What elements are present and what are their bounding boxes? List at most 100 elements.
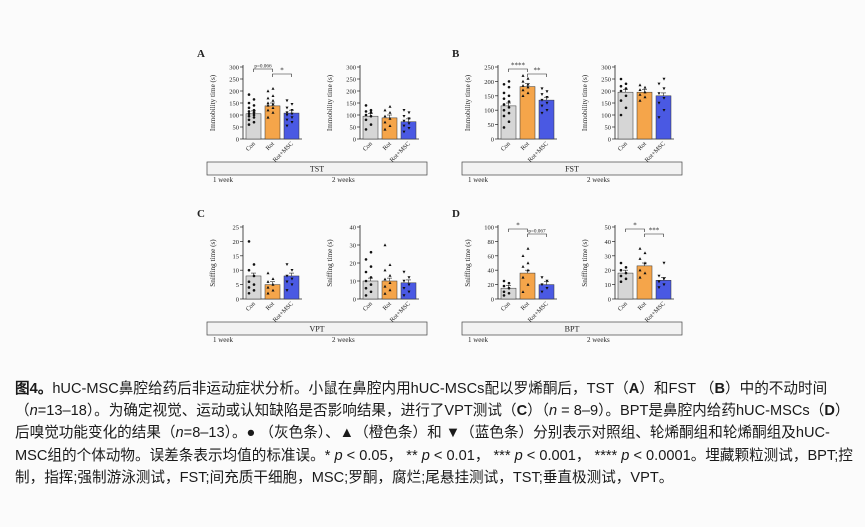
data-point	[247, 286, 251, 289]
data-point	[619, 280, 623, 284]
data-point	[364, 104, 368, 107]
significance-label: ***	[649, 227, 660, 235]
data-point	[266, 96, 270, 100]
y-tick-label: 0	[353, 137, 356, 144]
data-point	[521, 88, 525, 92]
data-point	[247, 93, 251, 96]
data-point	[252, 120, 256, 124]
data-point	[271, 288, 275, 292]
data-point	[507, 286, 511, 290]
caption-segment: C	[516, 403, 528, 420]
data-point	[526, 85, 530, 89]
data-point	[502, 114, 506, 118]
data-point	[638, 247, 642, 250]
caption-segment: n	[29, 403, 38, 420]
data-point	[662, 109, 666, 112]
data-point	[521, 254, 525, 257]
x-category-label: Rot+MSC	[527, 300, 550, 323]
y-tick-label: 300	[601, 65, 611, 72]
data-point	[540, 98, 544, 102]
data-point	[266, 280, 270, 283]
data-point	[364, 279, 368, 283]
data-point	[252, 274, 256, 278]
data-point	[266, 103, 270, 107]
data-point	[540, 276, 544, 279]
data-point	[502, 103, 506, 106]
data-point	[266, 89, 270, 93]
x-category-label: Rot+MSC	[389, 140, 412, 163]
test-band	[206, 161, 428, 176]
data-point	[252, 289, 256, 292]
data-point	[662, 87, 666, 91]
caption-segment: ）（	[527, 403, 549, 420]
data-point	[369, 290, 373, 294]
y-tick-label: 40	[605, 239, 612, 246]
data-point	[507, 85, 511, 89]
data-point	[388, 288, 392, 292]
period-label: 2 weeks	[332, 336, 355, 344]
data-point	[624, 271, 628, 275]
data-point	[619, 77, 623, 81]
caption-segment: A	[628, 381, 640, 397]
data-point	[407, 111, 411, 115]
data-point	[369, 250, 373, 254]
panel-letter: B	[452, 48, 460, 60]
data-point	[540, 111, 544, 115]
y-axis-label: Immobility time (s)	[209, 74, 217, 131]
significance-label: p=0.066	[254, 64, 272, 70]
data-point	[638, 257, 642, 260]
data-point	[657, 280, 661, 284]
data-point	[638, 93, 642, 96]
data-point	[383, 268, 387, 272]
x-category-label: Con	[362, 140, 375, 153]
y-tick-label: 100	[484, 108, 494, 115]
y-tick-label: 0	[236, 137, 239, 144]
data-point	[407, 283, 411, 287]
data-point	[271, 111, 275, 114]
data-point	[526, 91, 530, 95]
data-point	[619, 84, 623, 88]
data-point	[402, 287, 406, 290]
data-point	[383, 284, 387, 288]
data-point	[285, 111, 289, 115]
x-category-label: Rot	[382, 140, 394, 152]
data-point	[526, 268, 530, 272]
data-point	[657, 101, 661, 105]
significance-label: *	[633, 222, 637, 230]
data-point	[285, 124, 289, 128]
data-point	[383, 114, 387, 118]
caption-body: hUC-MSC鼻腔给药后非运动症状分析。小鼠在鼻腔内用hUC-MSCs配以罗烯酮…	[15, 381, 853, 486]
data-point	[369, 114, 373, 118]
data-point	[285, 274, 289, 278]
y-tick-label: 0	[491, 137, 494, 144]
y-tick-label: 0	[353, 297, 356, 304]
data-point	[285, 106, 289, 110]
test-band	[461, 161, 683, 176]
caption-segment: n	[175, 425, 184, 442]
data-point	[662, 261, 666, 265]
data-point	[545, 279, 549, 283]
data-point	[507, 120, 511, 124]
x-category-label: Rot+MSC	[272, 140, 295, 163]
bar	[636, 91, 653, 140]
data-point	[266, 108, 270, 112]
bar	[519, 272, 536, 300]
data-point	[643, 85, 647, 89]
data-point	[252, 283, 256, 286]
y-tick-label: 20	[233, 239, 240, 246]
data-point	[247, 280, 251, 284]
data-point	[638, 275, 642, 279]
data-point	[643, 271, 647, 275]
y-tick-label: 300	[229, 65, 239, 72]
test-band-label: FST	[565, 165, 579, 174]
data-point	[540, 104, 544, 108]
y-tick-label: 200	[484, 79, 494, 86]
caption-segment: D	[824, 403, 835, 420]
y-tick-label: 250	[601, 77, 611, 84]
data-point	[369, 108, 373, 112]
panel-a: A Immobility time (s) 0 50 100 150 200 250 300 Co…	[197, 48, 428, 184]
x-category-label: Rot+MSC	[527, 140, 550, 163]
data-point	[364, 128, 368, 131]
significance-label: *	[516, 222, 520, 230]
x-category-label: Rot+MSC	[644, 140, 667, 163]
